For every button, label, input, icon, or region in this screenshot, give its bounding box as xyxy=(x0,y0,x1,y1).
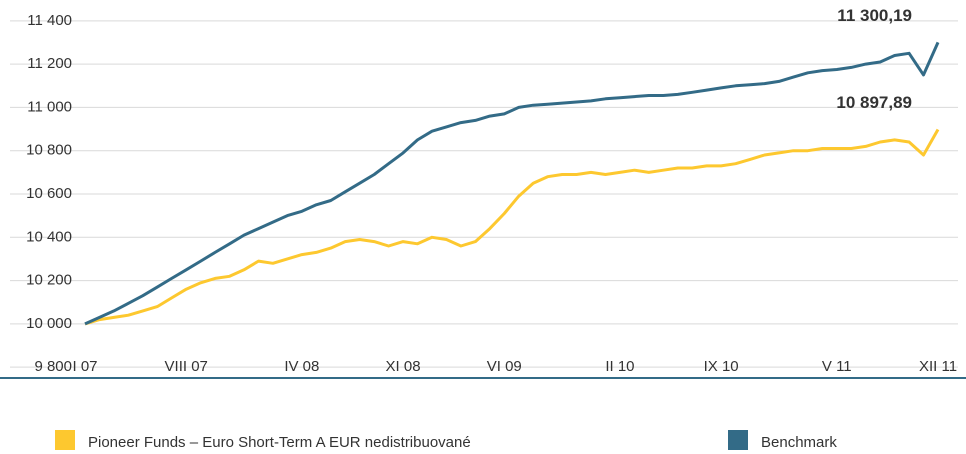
series-line xyxy=(84,41,940,326)
y-tick-label: 10 000 xyxy=(26,315,72,332)
x-tick-label: IX 10 xyxy=(704,358,739,375)
y-tick-label: 10 400 xyxy=(26,228,72,245)
x-tick-label: IV 08 xyxy=(284,358,319,375)
y-tick-label: 10 800 xyxy=(26,142,72,159)
y-tick-label: 11 200 xyxy=(27,55,72,72)
end-value-label: 11 300,19 xyxy=(837,6,912,25)
x-tick-label: VIII 07 xyxy=(165,358,208,375)
x-tick-label: XI 08 xyxy=(386,358,421,375)
y-tick-label: 11 400 xyxy=(27,12,72,29)
end-value-label: 10 897,89 xyxy=(836,93,912,112)
x-tick-label: II 10 xyxy=(605,358,634,375)
x-tick-label: VI 09 xyxy=(487,358,522,375)
legend-label: Pioneer Funds – Euro Short-Term A EUR ne… xyxy=(88,434,471,451)
x-tick-label: I 07 xyxy=(72,358,97,375)
y-tick-label: 10 600 xyxy=(26,185,72,202)
legend-swatch xyxy=(55,430,75,450)
x-tick-label: XII 11 xyxy=(919,358,957,375)
y-tick-label: 10 200 xyxy=(26,272,72,289)
x-tick-label: V 11 xyxy=(822,358,852,375)
series-line xyxy=(84,128,940,326)
legend-label: Benchmark xyxy=(761,434,837,451)
y-tick-label: 9 800 xyxy=(34,358,72,375)
y-tick-label: 11 000 xyxy=(27,98,72,115)
legend-swatch xyxy=(728,430,748,450)
